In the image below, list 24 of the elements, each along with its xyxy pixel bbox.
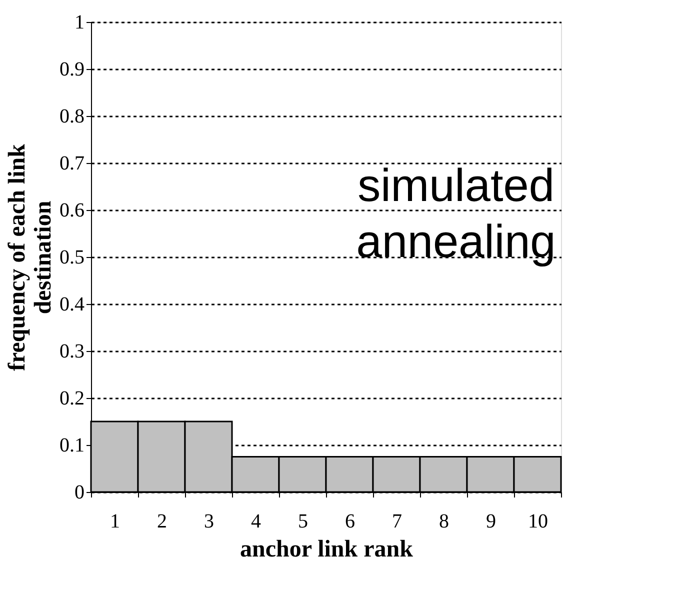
x-tick-label: 5	[298, 510, 308, 532]
x-tick-label: 7	[392, 510, 402, 532]
x-tick-label: 9	[486, 510, 496, 532]
y-tick-label: 0.5	[60, 246, 84, 268]
y-tick-label: 0.6	[60, 200, 84, 222]
y-tick-label: 0.9	[60, 58, 84, 80]
x-tick-label: 1	[110, 510, 120, 532]
x-tick-label: 6	[345, 510, 355, 532]
y-tick-label: 0	[74, 482, 84, 504]
y-tick-label: 0.2	[60, 388, 84, 410]
y-tick-label: 1	[74, 12, 84, 34]
x-tick-label: 4	[251, 510, 261, 532]
x-tick-label: 3	[204, 510, 214, 532]
y-tick-label: 0.4	[60, 294, 84, 316]
x-axis-title: anchor link rank	[240, 536, 414, 562]
y-tick-label: 0.1	[60, 434, 84, 456]
y-tick-label: 0.3	[60, 340, 84, 362]
y-axis-title: frequency of each link destination	[4, 143, 56, 371]
annotation: simulated annealing	[356, 159, 556, 267]
y-tick-label: 0.8	[60, 106, 84, 128]
x-tick-label: 10	[528, 510, 548, 532]
y-tick-label: 0.7	[60, 152, 84, 174]
x-tick-label: 2	[157, 510, 167, 532]
x-tick-label: 8	[439, 510, 449, 532]
